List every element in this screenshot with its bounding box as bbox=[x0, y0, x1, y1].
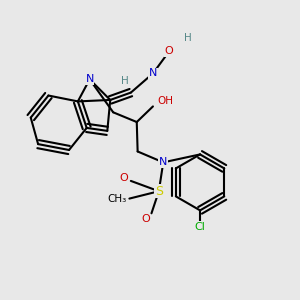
Text: H: H bbox=[184, 33, 191, 43]
Text: N: N bbox=[149, 68, 157, 78]
Text: O: O bbox=[165, 46, 173, 56]
Text: N: N bbox=[85, 74, 94, 84]
Text: O: O bbox=[119, 173, 128, 183]
Text: H: H bbox=[121, 76, 129, 86]
Text: N: N bbox=[159, 158, 167, 167]
Text: OH: OH bbox=[158, 95, 173, 106]
Text: Cl: Cl bbox=[195, 222, 206, 232]
Text: CH₃: CH₃ bbox=[107, 194, 126, 204]
Text: S: S bbox=[155, 185, 163, 198]
Text: O: O bbox=[141, 214, 150, 224]
